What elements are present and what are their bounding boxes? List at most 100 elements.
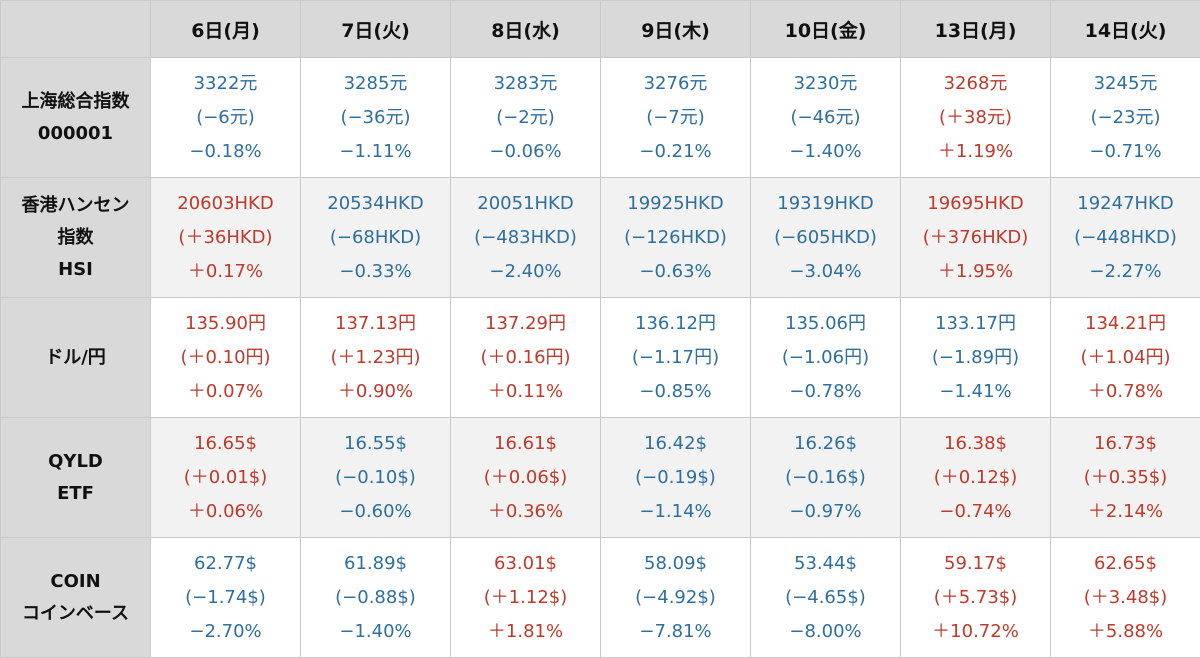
date-header: 8日(水) [451,1,601,58]
percent-value: −0.85% [601,375,750,409]
value-cell: 62.77$(−1.74$)−2.70% [151,538,301,658]
price-value: 137.13円 [301,307,450,341]
percent-value: ＋10.72% [901,615,1050,649]
price-value: 20603HKD [151,187,300,221]
value-cell: 62.65$(＋3.48$)＋5.88% [1051,538,1200,658]
row-label-line: 000001 [1,118,150,150]
value-cell: 16.26$(−0.16$)−0.97% [751,418,901,538]
value-cell: 19695HKD(＋376HKD)＋1.95% [901,178,1051,298]
value-cell: 3285元(−36元)−1.11% [301,58,451,178]
change-value: (＋0.10円) [151,341,300,375]
change-value: (＋0.01$) [151,461,300,495]
value-cell: 16.65$(＋0.01$)＋0.06% [151,418,301,538]
change-value: (−7元) [601,101,750,135]
change-value: (−605HKD) [751,221,900,255]
value-cell: 3268元(＋38元)＋1.19% [901,58,1051,178]
percent-value: −8.00% [751,615,900,649]
price-value: 16.65$ [151,427,300,461]
percent-value: ＋1.19% [901,135,1050,169]
percent-value: ＋1.81% [451,615,600,649]
value-cell: 3276元(−7元)−0.21% [601,58,751,178]
change-value: (＋5.73$) [901,581,1050,615]
percent-value: −7.81% [601,615,750,649]
price-value: 59.17$ [901,547,1050,581]
percent-value: −1.41% [901,375,1050,409]
corner-cell [1,1,151,58]
price-value: 136.12円 [601,307,750,341]
date-header: 13日(月) [901,1,1051,58]
price-value: 134.21円 [1051,307,1200,341]
percent-value: −0.71% [1051,135,1200,169]
price-value: 135.90円 [151,307,300,341]
value-cell: 133.17円(−1.89円)−1.41% [901,298,1051,418]
percent-value: ＋1.95% [901,255,1050,289]
value-cell: 136.12円(−1.17円)−0.85% [601,298,751,418]
price-value: 53.44$ [751,547,900,581]
value-cell: 61.89$(−0.88$)−1.40% [301,538,451,658]
price-value: 3322元 [151,67,300,101]
price-value: 16.38$ [901,427,1050,461]
change-value: (＋0.16円) [451,341,600,375]
value-cell: 16.55$(−0.10$)−0.60% [301,418,451,538]
value-cell: 19925HKD(−126HKD)−0.63% [601,178,751,298]
value-cell: 135.90円(＋0.10円)＋0.07% [151,298,301,418]
value-cell: 20051HKD(−483HKD)−2.40% [451,178,601,298]
value-cell: 137.13円(＋1.23円)＋0.90% [301,298,451,418]
percent-value: −0.60% [301,495,450,529]
change-value: (−46元) [751,101,900,135]
percent-value: ＋0.17% [151,255,300,289]
change-value: (＋3.48$) [1051,581,1200,615]
change-value: (＋0.12$) [901,461,1050,495]
price-value: 16.73$ [1051,427,1200,461]
date-header: 14日(火) [1051,1,1200,58]
change-value: (−1.06円) [751,341,900,375]
percent-value: −0.97% [751,495,900,529]
percent-value: −2.70% [151,615,300,649]
price-value: 58.09$ [601,547,750,581]
change-value: (−36元) [301,101,450,135]
percent-value: −0.18% [151,135,300,169]
percent-value: −2.40% [451,255,600,289]
change-value: (−0.10$) [301,461,450,495]
change-value: (＋0.35$) [1051,461,1200,495]
value-cell: 135.06円(−1.06円)−0.78% [751,298,901,418]
change-value: (−6元) [151,101,300,135]
row-label-line: ドル/円 [1,342,150,374]
change-value: (＋1.12$) [451,581,600,615]
change-value: (＋36HKD) [151,221,300,255]
date-header: 6日(月) [151,1,301,58]
price-value: 16.26$ [751,427,900,461]
change-value: (−1.17円) [601,341,750,375]
percent-value: −0.78% [751,375,900,409]
price-value: 3230元 [751,67,900,101]
price-value: 3285元 [301,67,450,101]
value-cell: 3322元(−6元)−0.18% [151,58,301,178]
change-value: (−68HKD) [301,221,450,255]
change-value: (−0.88$) [301,581,450,615]
percent-value: −0.74% [901,495,1050,529]
row-label-line: 香港ハンセン [1,190,150,222]
percent-value: −1.11% [301,135,450,169]
percent-value: −1.40% [301,615,450,649]
price-value: 16.55$ [301,427,450,461]
change-value: (−448HKD) [1051,221,1200,255]
date-header: 9日(木) [601,1,751,58]
value-cell: 16.73$(＋0.35$)＋2.14% [1051,418,1200,538]
percent-value: −2.27% [1051,255,1200,289]
row-label-line: COIN [1,566,150,598]
row-label: ドル/円 [1,298,151,418]
price-value: 3245元 [1051,67,1200,101]
date-header: 10日(金) [751,1,901,58]
change-value: (−0.16$) [751,461,900,495]
price-value: 3276元 [601,67,750,101]
value-cell: 20534HKD(−68HKD)−0.33% [301,178,451,298]
value-cell: 59.17$(＋5.73$)＋10.72% [901,538,1051,658]
percent-value: −0.06% [451,135,600,169]
